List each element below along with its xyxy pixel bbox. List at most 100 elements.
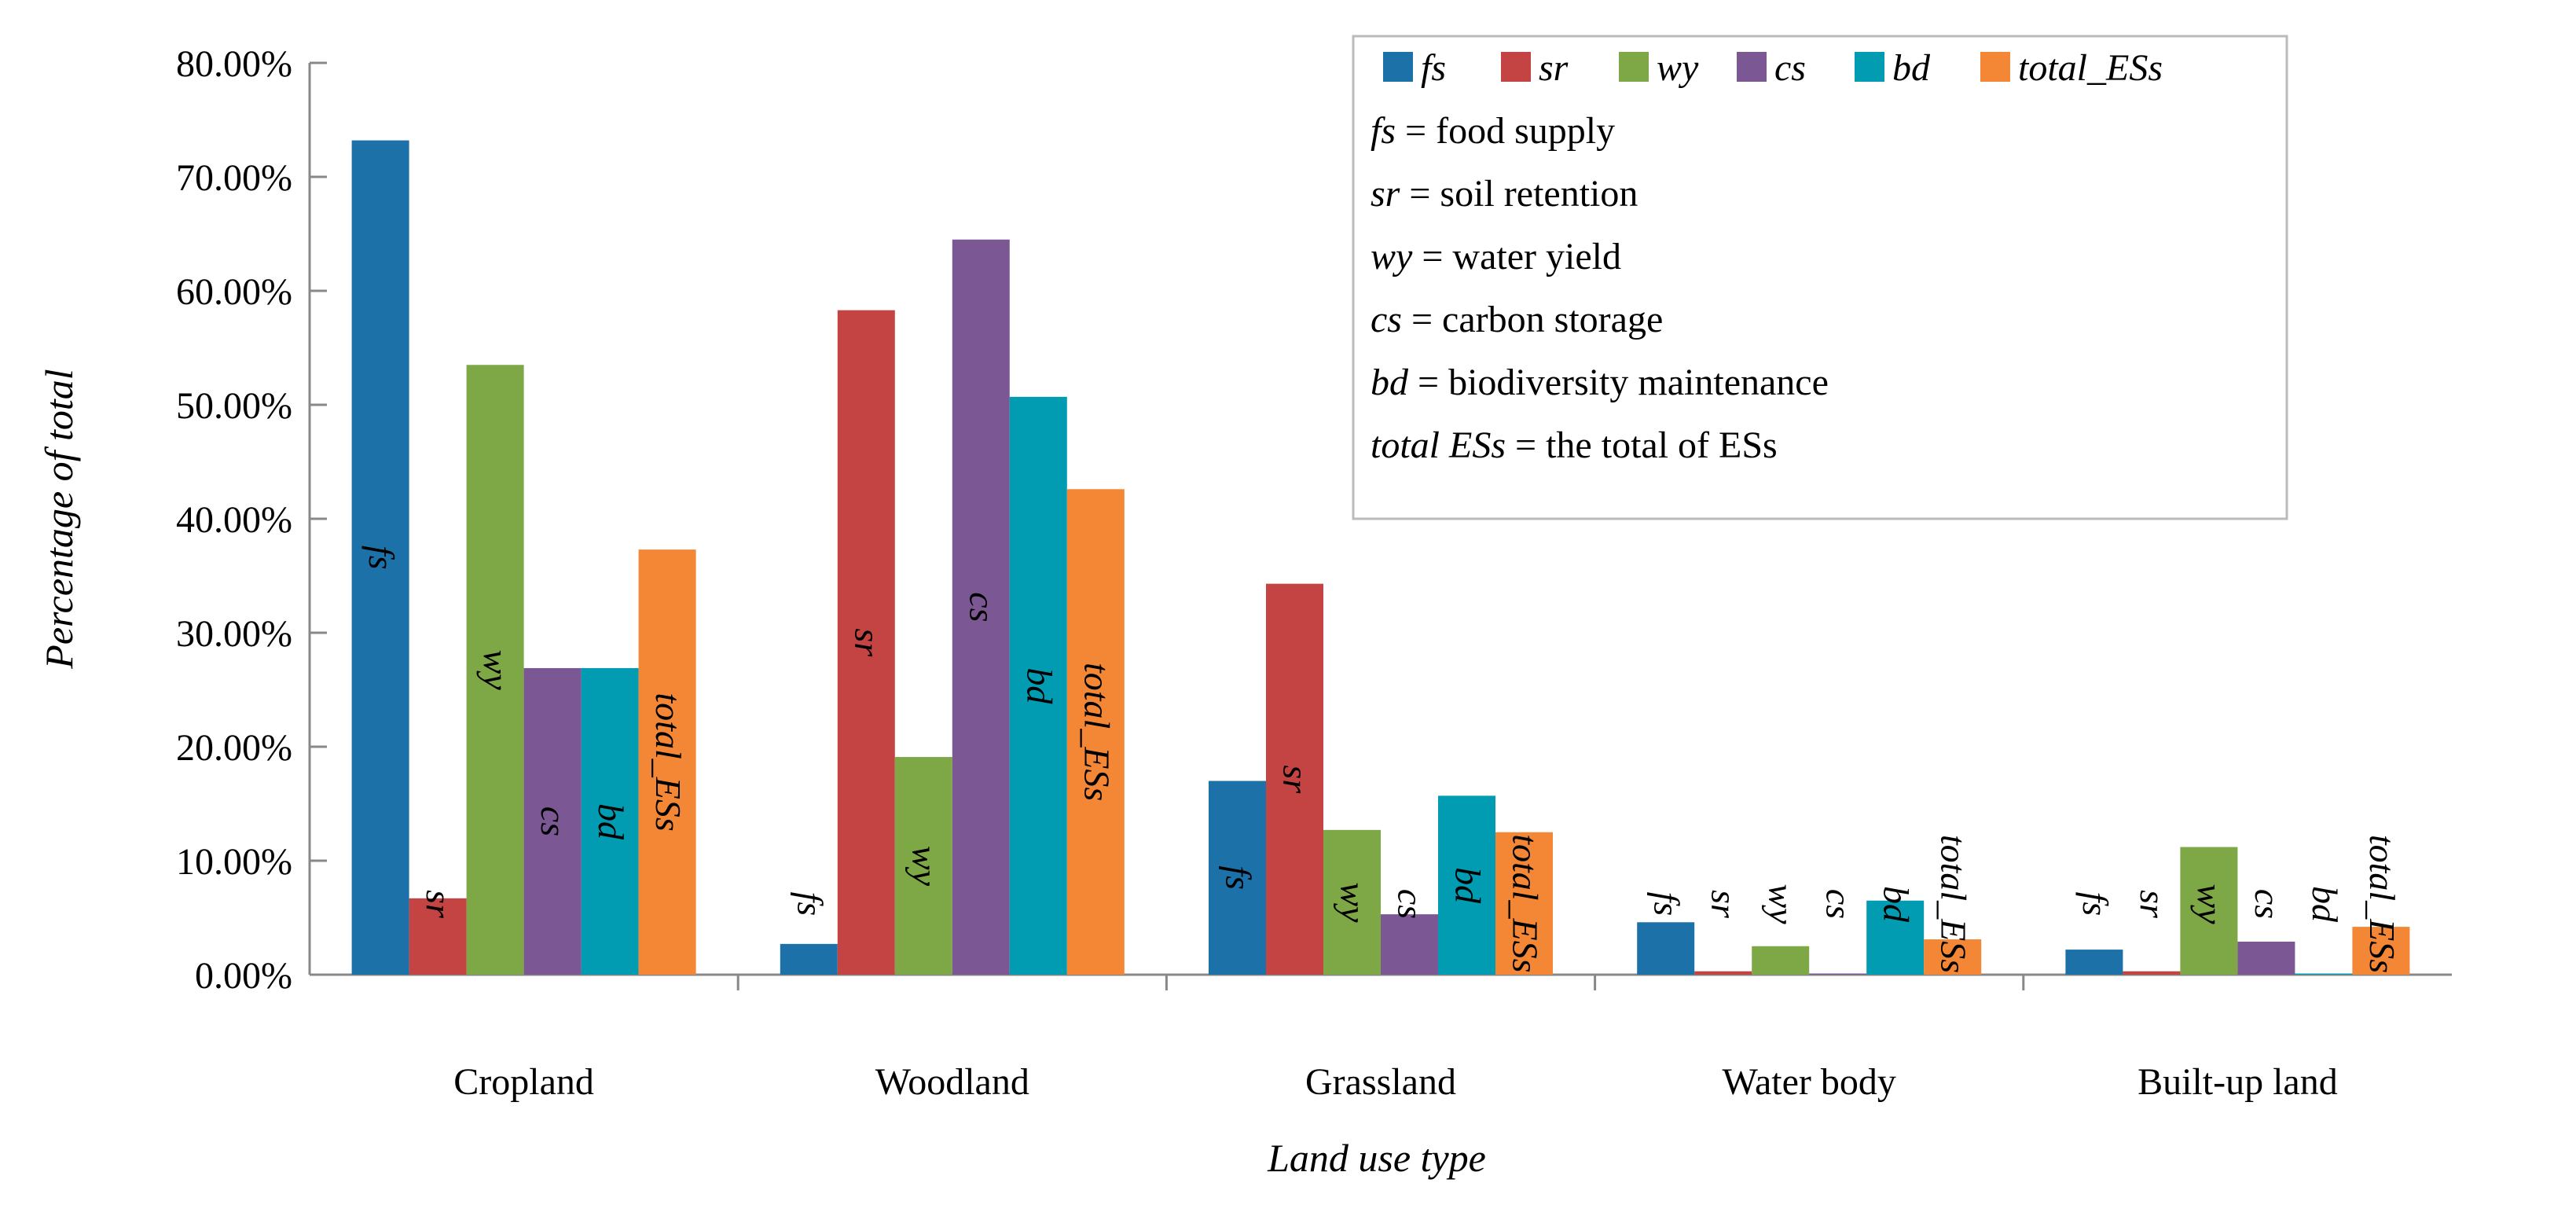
legend-note: fs = food supply xyxy=(1371,110,1615,152)
x-tick-label: Cropland xyxy=(453,1061,594,1103)
bar-label-sr: sr xyxy=(2133,890,2173,919)
x-tick-label: Grassland xyxy=(1305,1061,1456,1103)
legend-swatch-fs xyxy=(1383,52,1413,82)
bars xyxy=(351,140,2410,975)
legend-box xyxy=(1352,35,2288,520)
legend-swatch-wy xyxy=(1619,52,1649,82)
bar-label-total_ESs: total_ESs xyxy=(2362,835,2402,973)
bar-label-cs: cs xyxy=(2248,889,2288,919)
bar-label-bd: bd xyxy=(1019,667,1059,704)
y-tick-label: 70.00% xyxy=(176,157,292,199)
bar-label-wy: wy xyxy=(2190,884,2230,924)
legend-swatch-cs xyxy=(1737,52,1767,82)
bar-fs xyxy=(1209,781,1266,975)
bar-label-cs: cs xyxy=(962,592,1002,622)
legend-entry-fs: fs xyxy=(1421,47,1446,89)
bar-label-total_ESs: total_ESs xyxy=(648,692,688,831)
bar-label-total_ESs: total_ESs xyxy=(1506,834,1546,972)
y-tick-label: 30.00% xyxy=(176,613,292,655)
bar-sr xyxy=(1266,583,1323,975)
bar-total_ESs xyxy=(1924,939,1982,975)
bar-label-sr: sr xyxy=(847,628,887,657)
bar-label-sr: sr xyxy=(419,890,459,919)
bar-sr xyxy=(409,898,467,975)
bar-sr xyxy=(2123,971,2181,975)
bar-label-cs: cs xyxy=(534,806,574,836)
bar-total_ESs xyxy=(1495,832,1553,975)
bar-label-fs: fs xyxy=(2075,892,2115,917)
bar-label-sr: sr xyxy=(1276,765,1316,794)
y-tick-label: 50.00% xyxy=(176,385,292,427)
bar-wy xyxy=(466,365,524,975)
y-tick-label: 20.00% xyxy=(176,727,292,769)
legend-note: total ESs = the total of ESs xyxy=(1371,424,1778,466)
bar-sr xyxy=(1694,971,1752,975)
x-tick-label: Water body xyxy=(1723,1061,1896,1103)
bar-label-wy: wy xyxy=(905,846,945,887)
bar-label-bd: bd xyxy=(2305,886,2345,923)
bar-label-total_ESs: total_ESs xyxy=(1934,835,1974,973)
bar-cs xyxy=(952,239,1010,975)
axes: 0.00% 10.00% 20.00% 30.00% 40.00% 50.00% 60.00… xyxy=(176,43,2452,1103)
bar-label-sr: sr xyxy=(1704,890,1745,919)
bar-wy xyxy=(2180,847,2238,975)
x-tick-label: Built-up land xyxy=(2137,1061,2338,1103)
bar-bd xyxy=(581,667,639,975)
y-tick-label: 60.00% xyxy=(176,271,292,313)
bar-cs xyxy=(1809,973,1867,975)
bar-fs xyxy=(2065,950,2123,975)
legend-note-text: = water yield xyxy=(1412,236,1621,277)
bar-label-total_ESs: total_ESs xyxy=(1077,663,1117,801)
bar-label-fs: fs xyxy=(1647,892,1687,917)
bar-label-cs: cs xyxy=(1391,889,1431,919)
legend-note-abbr: wy xyxy=(1371,236,1413,277)
legend-swatch-total_ESs xyxy=(1980,52,2010,82)
legend-entry-total_ESs: total_ESs xyxy=(2018,47,2163,89)
bar-label-wy: wy xyxy=(476,650,516,691)
bar-label-wy: wy xyxy=(1334,882,1374,923)
bar-total_ESs xyxy=(638,549,696,975)
bar-wy xyxy=(1752,946,1810,975)
bar-label-fs: fs xyxy=(361,546,402,570)
legend-swatch-sr xyxy=(1501,52,1531,82)
bar-label-wy: wy xyxy=(1762,884,1802,924)
bar-fs xyxy=(1637,922,1695,975)
legend-note-text: = food supply xyxy=(1396,110,1615,152)
legend-note-text: = soil retention xyxy=(1400,173,1638,215)
bar-cs xyxy=(523,667,582,975)
legend-swatch-bd xyxy=(1855,52,1884,82)
bar-bd xyxy=(2295,973,2353,975)
legend-entry-cs: cs xyxy=(1774,47,1806,89)
bar-label-bd: bd xyxy=(1448,867,1488,904)
legend-note-abbr: bd xyxy=(1371,362,1409,403)
bar-label-fs: fs xyxy=(790,892,830,917)
bar-total_ESs xyxy=(2352,927,2410,975)
legend-note: cs = carbon storage xyxy=(1371,299,1663,340)
bar-sr xyxy=(837,310,895,975)
legend-entry-bd: bd xyxy=(1892,47,1931,89)
bar-fs xyxy=(351,140,409,975)
legend-note-text: = the total of ESs xyxy=(1506,424,1778,466)
bar-wy xyxy=(1323,829,1381,975)
legend-entry-sr: sr xyxy=(1539,47,1569,89)
y-tick-label: 40.00% xyxy=(176,499,292,541)
bar-bd xyxy=(1009,396,1067,975)
x-axis-label: Land use type xyxy=(1267,1136,1486,1180)
bar-fs xyxy=(780,943,838,975)
legend-note-abbr: total ESs xyxy=(1371,424,1506,466)
legend-note-abbr: sr xyxy=(1371,173,1400,215)
bar-bd xyxy=(1866,900,1925,975)
legend-note-abbr: fs xyxy=(1371,110,1396,152)
bar-label-fs: fs xyxy=(1219,865,1259,890)
legend-note: sr = soil retention xyxy=(1371,173,1638,215)
x-tick-label: Woodland xyxy=(875,1061,1029,1103)
bar-cs xyxy=(1381,914,1438,975)
legend-entry-wy: wy xyxy=(1657,47,1699,89)
legend-note-text: = carbon storage xyxy=(1402,299,1663,340)
legend-note: wy = water yield xyxy=(1371,236,1621,277)
y-tick-label: 0.00% xyxy=(195,955,292,997)
legend-note-text: = biodiversity maintenance xyxy=(1408,362,1829,403)
bar-bd xyxy=(1438,795,1495,975)
